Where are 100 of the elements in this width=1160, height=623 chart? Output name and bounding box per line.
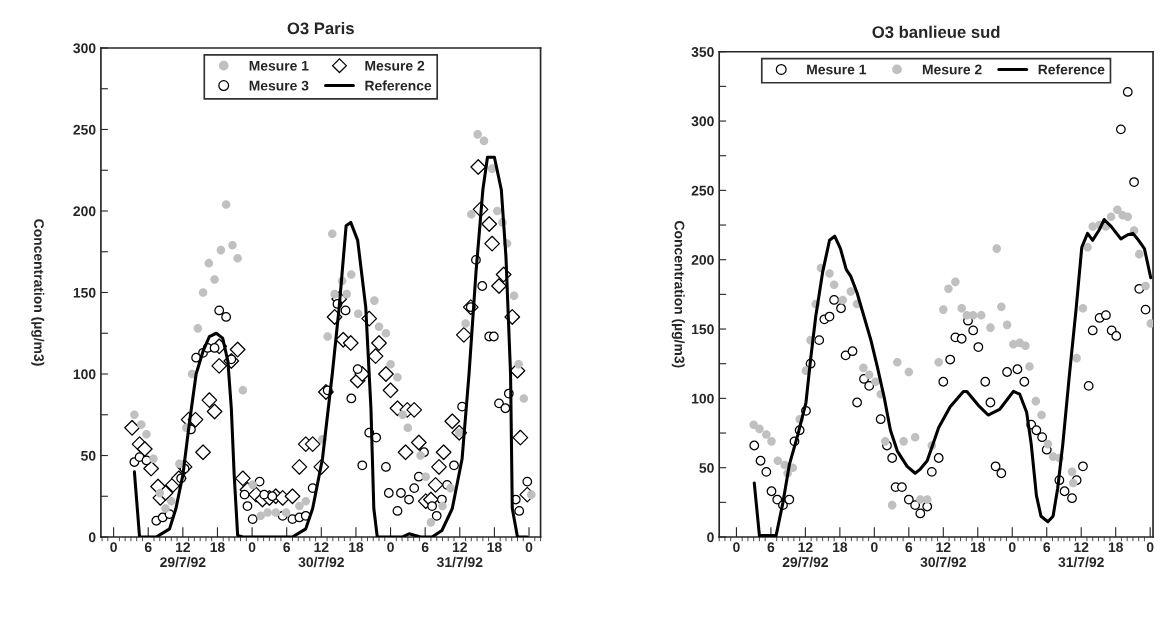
x-tick-label: 6 <box>421 542 429 553</box>
chart-title: O3 Paris <box>287 22 354 35</box>
legend-label: Reference <box>1038 64 1105 75</box>
x-tick-label: 0 <box>733 542 740 553</box>
y-tick-label: 50 <box>699 463 714 473</box>
x-tick-label: 0 <box>1146 542 1154 553</box>
y-tick-label: 350 <box>691 47 714 57</box>
x-tick-label: 12 29/7/92 <box>160 542 206 568</box>
point <box>342 289 351 299</box>
point <box>134 452 145 463</box>
y-tick-label: 250 <box>73 124 96 135</box>
x-tick-label: 18 <box>487 542 502 553</box>
point <box>142 430 151 439</box>
point <box>473 130 482 139</box>
point <box>477 281 488 291</box>
x-tick-label: 6 <box>905 542 913 553</box>
point <box>509 291 519 301</box>
x-tick-label: 6 <box>144 542 152 553</box>
point <box>438 501 447 511</box>
point <box>514 506 525 516</box>
x-tick-label: 18 <box>349 542 364 553</box>
y-tick-label: 0 <box>88 532 96 543</box>
x-tick-label: 0 <box>525 542 533 553</box>
point <box>198 288 208 297</box>
point <box>357 460 368 471</box>
legend-label: Mesure 1 <box>249 60 309 71</box>
point <box>263 508 272 517</box>
x-tick-label: 0 <box>387 542 394 553</box>
y-tick-label: 100 <box>692 393 714 404</box>
y-tick-label: 150 <box>73 287 96 298</box>
point <box>155 488 165 498</box>
point <box>386 359 395 369</box>
point <box>210 275 219 284</box>
point <box>421 472 431 481</box>
point <box>149 454 158 464</box>
point <box>175 459 184 468</box>
x-tick-label: 12 31/7/92 <box>436 542 483 568</box>
point <box>461 319 470 328</box>
x-tick-label: 12 31/7/92 <box>1058 542 1104 568</box>
point <box>193 324 203 333</box>
point <box>370 296 379 305</box>
point <box>340 305 351 316</box>
x-tick-label: 12 30/7/92 <box>298 542 344 568</box>
x-tick-label: 12 30/7/92 <box>920 542 966 568</box>
legend-label: Reference <box>365 80 432 91</box>
point <box>238 386 248 395</box>
point <box>374 322 384 332</box>
legend-label: Mesure 3 <box>249 80 309 91</box>
chart-title: O3 banlieue sud <box>872 25 1000 39</box>
point <box>381 328 391 338</box>
y-tick-label: 300 <box>691 116 714 127</box>
x-tick-label: 18 <box>833 542 848 553</box>
x-tick-label: 0 <box>110 542 117 553</box>
point <box>167 496 176 506</box>
y-tick-label: 200 <box>73 206 96 217</box>
point <box>353 309 363 318</box>
point <box>449 460 459 471</box>
point <box>228 240 237 250</box>
point <box>383 488 394 498</box>
point <box>487 164 497 173</box>
point <box>328 229 337 239</box>
point <box>467 209 476 219</box>
point <box>488 331 499 342</box>
legend-label: Mesure 2 <box>365 60 425 71</box>
y-axis-title: Concentration (µg/m3) <box>671 221 685 368</box>
point <box>403 423 413 433</box>
legend-label: Mesure 2 <box>922 64 982 75</box>
point <box>514 359 523 369</box>
point <box>248 480 257 490</box>
point <box>493 206 502 216</box>
point <box>161 504 170 513</box>
point <box>221 312 232 322</box>
y-tick-label: 0 <box>707 532 714 543</box>
point <box>216 245 226 255</box>
point <box>396 488 406 498</box>
point <box>431 510 442 521</box>
point <box>427 501 437 511</box>
point <box>409 483 420 494</box>
point <box>416 451 425 460</box>
x-tick-label: 6 <box>283 542 291 553</box>
x-tick-label: 12 29/7/92 <box>782 542 829 568</box>
point <box>295 501 304 511</box>
x-tick-label: 6 <box>1043 542 1051 553</box>
point <box>479 136 489 146</box>
y-tick-label: 50 <box>81 450 96 461</box>
point <box>494 398 504 409</box>
y-tick-label: 150 <box>692 324 714 335</box>
point <box>347 270 356 279</box>
legend-label: Mesure 1 <box>807 64 867 75</box>
x-tick-label: 18 <box>1108 542 1123 553</box>
point <box>221 200 231 209</box>
point <box>404 494 414 505</box>
point <box>130 410 139 420</box>
point <box>522 476 533 487</box>
y-tick-label: 250 <box>691 185 714 196</box>
y-tick-label: 100 <box>73 369 96 380</box>
x-tick-label: 0 <box>1008 542 1016 553</box>
point <box>233 253 242 263</box>
point <box>271 508 281 517</box>
point <box>346 393 357 404</box>
